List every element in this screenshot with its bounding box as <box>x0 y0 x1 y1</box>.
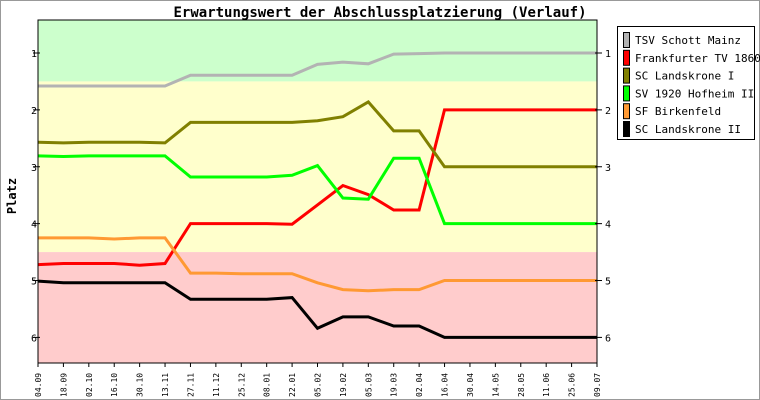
legend-swatch <box>623 67 630 84</box>
x-tick-label: 19.02 <box>339 373 348 397</box>
x-tick-label: 13.11 <box>161 373 170 397</box>
series-line-4 <box>38 236 597 293</box>
y-tick-label-left: 2 <box>31 106 37 117</box>
series-line-3 <box>37 154 597 226</box>
x-tick-label: 25.06 <box>568 373 577 397</box>
series-line-0 <box>38 51 597 88</box>
legend-swatch <box>623 85 630 102</box>
x-tick-label: 27.11 <box>186 373 195 397</box>
series-line-2 <box>37 99 597 169</box>
y-tick-label-right: 1 <box>605 49 611 60</box>
x-tick-label: 09.07 <box>593 373 602 397</box>
series-line-1 <box>37 108 597 267</box>
legend-label: SC Landskrone I <box>635 70 734 83</box>
x-tick-label: 02.04 <box>415 373 424 397</box>
x-tick-label: 30.10 <box>136 373 145 397</box>
y-tick-label-left: 1 <box>31 49 37 60</box>
x-tick-label: 28.05 <box>517 373 526 397</box>
y-tick-label-left: 3 <box>31 163 37 174</box>
y-tick-label-right: 6 <box>605 333 611 344</box>
zone-band <box>38 252 597 363</box>
y-tick-label-right: 3 <box>605 163 611 174</box>
legend-label: Frankfurter TV 1860 <box>635 52 760 65</box>
series-line-5 <box>37 279 597 339</box>
y-tick-label-left: 4 <box>31 220 37 231</box>
x-tick-label: 22.01 <box>288 373 297 397</box>
legend: TSV Schott Mainz Frankfurter TV 1860 SC La… <box>617 26 760 140</box>
legend-box <box>617 26 755 140</box>
legend-swatch <box>623 49 630 66</box>
legend-swatch <box>623 103 630 120</box>
x-tick-label: 05.03 <box>364 373 373 397</box>
x-tick-label: 11.06 <box>542 373 551 397</box>
x-tick-label: 02.10 <box>85 373 94 397</box>
x-tick-label: 08.01 <box>263 373 272 397</box>
x-tick-label: 18.09 <box>59 373 68 397</box>
y-tick-label-right: 5 <box>605 277 611 288</box>
legend-label: SF Birkenfeld <box>635 105 721 118</box>
zone-band <box>38 20 597 82</box>
x-tick-label: 19.03 <box>390 373 399 397</box>
y-tick-label-left: 5 <box>31 277 37 288</box>
x-tick-label: 14.05 <box>491 373 500 397</box>
legend-swatch <box>623 32 630 48</box>
x-tick-label: 05.02 <box>314 373 323 397</box>
x-tick-label: 30.04 <box>466 373 475 397</box>
legend-label: SV 1920 Hofheim II <box>635 87 754 100</box>
x-tick-label: 04.09 <box>34 373 43 397</box>
legend-swatch <box>623 121 630 137</box>
x-tick-label: 11.12 <box>212 373 221 397</box>
legend-label: TSV Schott Mainz <box>635 34 741 47</box>
chart-title: Erwartungswert der Abschlussplatzierung … <box>173 5 586 21</box>
x-tick-label: 16.04 <box>441 373 450 397</box>
y-tick-label-right: 4 <box>605 220 611 231</box>
x-tick-label: 16.10 <box>110 373 119 397</box>
x-tick-label: 25.12 <box>237 373 246 397</box>
y-axis-label: Platz <box>5 178 19 214</box>
y-tick-label-left: 6 <box>31 333 37 344</box>
y-tick-label-right: 2 <box>605 106 611 117</box>
legend-label: SC Landskrone II <box>635 123 741 136</box>
